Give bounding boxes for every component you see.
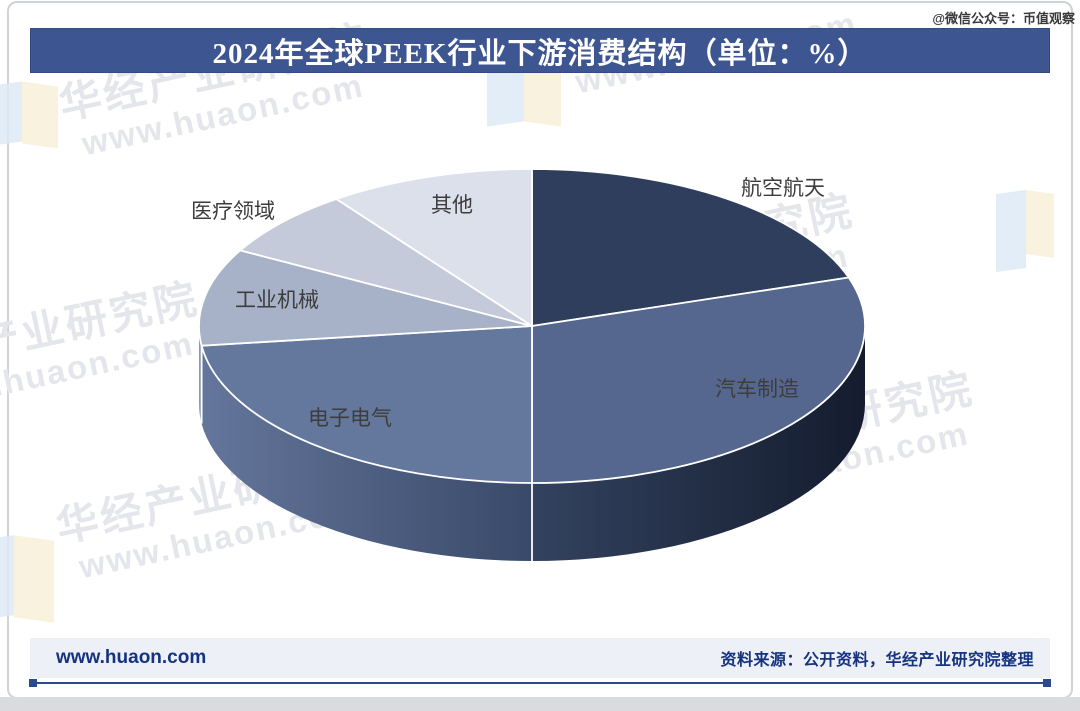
pie-slice-other [335,168,533,327]
pie-slice-aerospace [531,168,850,327]
footer-website: www.huaon.com [56,647,207,668]
pie-side-electronics [201,345,532,561]
pie-label-aerospace: 航空航天 [741,177,825,200]
pie-slice-industrial-machinery [198,249,533,347]
pie-label-industrial-machinery: 工业机械 [235,289,319,312]
footer-rule-line [29,679,1051,687]
title-bar: 2024年全球PEEK行业下游消费结构（单位：%） [30,28,1050,73]
pie-side-automotive [532,326,865,561]
pie-label-other: 其他 [431,194,473,217]
footer-source-note: 资料来源：公开资料，华经产业研究院整理 [720,652,1034,669]
footer-bar: www.huaon.com 资料来源：公开资料，华经产业研究院整理 [30,638,1050,678]
pie-label-medical: 医疗领域 [191,200,275,223]
pie-slice-medical [239,198,533,327]
pie-slice-electronics [200,325,533,484]
bottom-edge-strip [0,697,1080,711]
pie-label-electronics: 电子电气 [308,407,392,430]
pie-label-automotive: 汽车制造 [715,378,799,401]
pie-slice-automotive [531,276,866,484]
page-title: 2024年全球PEEK行业下游消费结构（单位：%） [212,37,868,70]
wechat-account-watermark: @微信公众号：币值观察 [932,11,1075,26]
